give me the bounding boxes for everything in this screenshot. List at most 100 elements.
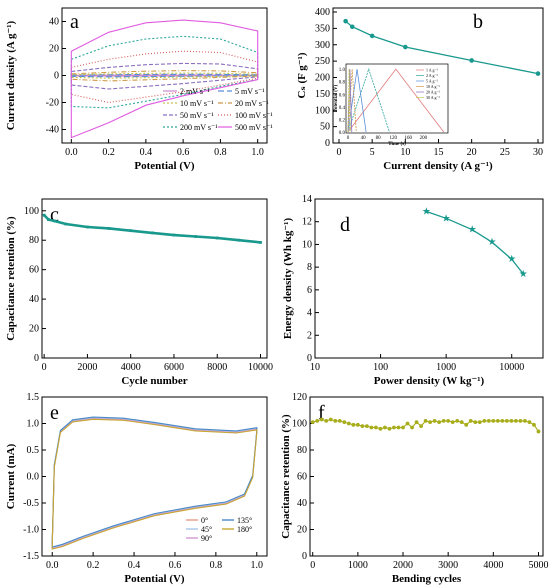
bending-retention-point [523,418,527,423]
y-axis-label: Capacitance retention (%) [5,216,17,341]
inset-frame [345,63,449,134]
inset-legend-label: 10 A g⁻¹ [426,84,441,89]
bending-retention-point [374,425,378,430]
bending-retention-point [437,420,442,425]
x-tick-label: 0 [337,147,342,158]
bending-retention-point [500,418,505,423]
x-tick-label: 10 [400,147,410,158]
x-tick-label: 15 [434,147,444,158]
x-tick-label: 10000 [499,362,524,373]
ragone-point: ★ [442,213,451,224]
bending-retention-point [432,418,437,423]
bending-retention-point [351,422,356,427]
y-tick-label: 60 [29,265,39,276]
bending-retention-point [324,418,329,423]
bending-retention-point [446,418,451,423]
x-tick-label: 6000 [164,362,184,373]
legend-label: 2 mV s⁻¹ [180,87,210,96]
bending-retention-point [392,425,396,430]
bending-retention-point [396,425,401,430]
x-axis-label: Cycle number [121,375,187,387]
gcd-curve [347,69,353,133]
bending-retention-point [360,424,365,429]
x-tick-label: 0 [310,560,315,571]
bending-retention-point [337,418,342,423]
panel-letter: a [70,11,79,33]
y-tick-label: -0.5 [23,498,39,509]
cs-point [469,58,474,63]
y-tick-label: 1.0 [27,419,40,430]
bending-retention-point [405,421,410,426]
inset-legend-label: 2 A g⁻¹ [426,73,439,78]
x-tick-label: 1.0 [251,560,264,571]
y-tick-label: 300 [315,40,330,51]
y-tick-label: 0 [325,138,330,149]
ragone-point: ★ [422,206,431,217]
bending-retention-point [473,420,478,425]
retention-line [43,214,261,244]
y-tick-label: 0 [307,353,312,364]
legend-label: 45° [201,525,212,534]
y-tick-label: 40 [297,498,307,509]
panel-a: 0.0 0.2 0.4 0.6 0.8 1.0 -40 -20 0 20 40 Potential (… [5,7,273,172]
y-tick-label: 4 [307,308,312,319]
x-tick-label: 8000 [207,362,227,373]
bending-retention-point [532,422,536,427]
retention-point [237,238,241,242]
bending-retention-point [491,418,496,423]
inset-x-tick-label: 80 [376,136,382,141]
bending-retention-point [410,425,414,430]
bending-retention-point [378,426,383,431]
bending-retention-point [495,418,500,423]
bending-retention-point [387,426,392,431]
inset-y-tick-label: 1.0 [339,68,346,73]
bending-cv-curve [51,417,258,549]
x-tick-label: 4000 [121,362,141,373]
retention-point [53,219,57,223]
cs-point [349,24,355,30]
x-tick-label: 0.6 [169,560,182,571]
y-tick-label: -1.5 [23,551,39,562]
inset-gcd: 0 40 80 120 160 200 0.0 0.2 0.4 0.6 0.8 1.0 Time (s)… [334,63,449,147]
y-tick-label: 0 [34,353,39,364]
x-axis-label: Current density (A g⁻¹) [383,160,493,172]
plot-frame [314,198,544,359]
y-tick-label: 10 [302,239,312,250]
y-tick-label: 0.5 [27,445,40,456]
inset-y-tick-label: 0.2 [339,118,346,123]
cv-curve-series [70,50,259,104]
bending-retention-point [504,418,509,423]
legend-label: 500 mV s⁻¹ [235,123,273,132]
x-axis-label: Potential (V) [124,573,185,585]
x-tick-label: 5000 [528,560,548,571]
bending-retention-point [414,420,419,425]
x-axis-label: Bending cycles [392,573,462,585]
inset-y-label: Potential (V) [334,84,339,112]
y-tick-label: 200 [315,73,330,84]
inset-legend-label: 5 A g⁻¹ [426,79,439,84]
y-tick-label: 0 [54,71,59,82]
y-tick-label: 50 [320,122,330,133]
x-tick-label: 0.8 [214,147,227,158]
bending-retention-point [355,422,360,427]
panel-f: 0 1000 2000 3000 4000 5000 0 20 40 60 80 100 120 Bend… [280,392,548,585]
y-tick-label: 0 [302,551,307,562]
inset-x-tick-label: 40 [361,136,367,141]
panel-letter: e [50,402,59,424]
bending-retention-point [364,424,369,429]
bending-cv-curve [51,418,258,550]
ragone-point: ★ [519,269,528,280]
y-tick-label: -1.0 [23,525,39,536]
bending-retention-point [346,421,351,426]
cs-point [535,71,541,76]
x-tick-label: 1000 [436,362,456,373]
x-axis-label: Power density (W kg⁻¹) [374,375,485,387]
y-tick-label: 100 [24,206,39,217]
inset-legend-label: 20 A g⁻¹ [426,90,441,95]
ragone-line [426,210,524,275]
inset-y-tick-label: 0.0 [339,131,346,136]
y-tick-label: 2 [307,330,312,341]
retention-point [64,222,68,226]
x-tick-label: 0.2 [102,147,115,158]
